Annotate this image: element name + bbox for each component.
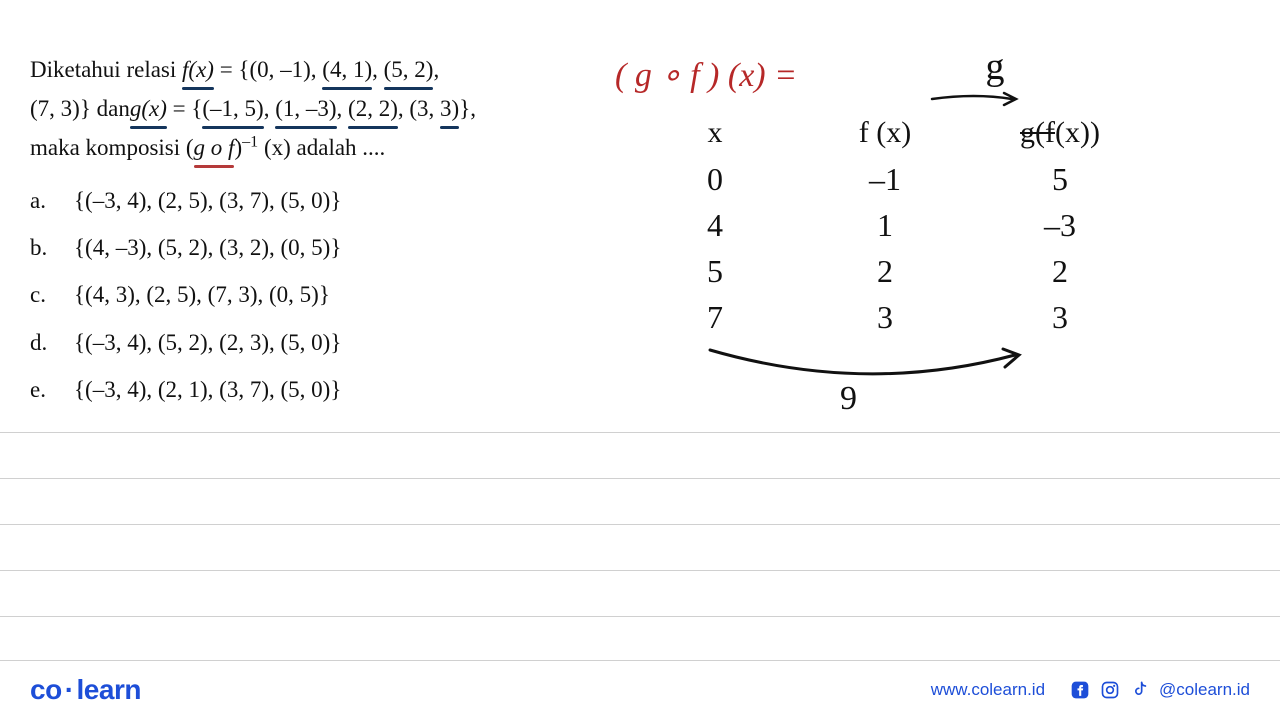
hw-cell: 3: [785, 299, 985, 336]
hw-cell: 3: [985, 299, 1135, 336]
hw-cell: 1: [785, 207, 985, 244]
hw-cell: 2: [785, 253, 985, 290]
hw-g-label: g: [965, 45, 1025, 89]
hw-cell: 4: [645, 207, 785, 244]
q-text: = {(0, –1),: [214, 57, 322, 82]
option-label: d.: [30, 323, 52, 362]
q-text: ,: [372, 57, 384, 82]
q-text: (7, 3)} dan: [30, 89, 130, 128]
hw-header-x: x: [645, 116, 785, 150]
hw-cell: –1: [785, 161, 985, 198]
social-block: @colearn.id: [1069, 679, 1250, 701]
hw-cell: 2: [985, 253, 1135, 290]
hw-table: x f (x) g(f(x)) 0 –1 5 4 1 –3 5 2 2 7 3: [645, 110, 1135, 340]
brand-logo: co·learn: [30, 674, 141, 706]
option-label: c.: [30, 275, 52, 314]
hw-cell: 5: [645, 253, 785, 290]
instagram-icon: [1099, 679, 1121, 701]
handwriting-work: ( g ∘ f ) (x) = g x f (x) g(f(x)) 0 –1 5…: [615, 45, 1265, 445]
q-text: ,: [433, 57, 439, 82]
option-c: c. {(4, 3), (2, 5), (7, 3), (0, 5)}: [30, 275, 610, 314]
footer-handle: @colearn.id: [1159, 680, 1250, 700]
hw-title: ( g ∘ f ) (x) =: [615, 55, 797, 95]
hw-cell: –3: [985, 207, 1135, 244]
option-e: e. {(–3, 4), (2, 1), (3, 7), (5, 0)}: [30, 370, 610, 409]
option-text: {(–3, 4), (5, 2), (2, 3), (5, 0)}: [74, 323, 341, 362]
q-text: ): [234, 135, 242, 160]
inverse-exp: –1: [242, 134, 258, 151]
option-label: e.: [30, 370, 52, 409]
question-stem: Diketahui relasi f(x) = {(0, –1), (4, 1)…: [30, 50, 610, 167]
tiktok-icon: [1129, 679, 1151, 701]
footer-url: www.colearn.id: [931, 680, 1045, 700]
q-text: ,: [337, 96, 349, 121]
q-text: Diketahui relasi: [30, 57, 182, 82]
logo-left: co: [30, 674, 62, 705]
q-text: , (3,: [398, 96, 440, 121]
hw-bottom-label: 9: [840, 380, 857, 418]
logo-right: learn: [77, 674, 141, 705]
pair: (2, 2): [348, 96, 398, 121]
arrow-icon: [930, 89, 1020, 109]
curved-arrow-icon: [705, 345, 1025, 395]
gof-symbol: g o f: [194, 135, 235, 160]
hw-cell: 7: [645, 299, 785, 336]
hw-header-fx: f (x): [785, 116, 985, 150]
pair: (5, 2): [384, 57, 434, 82]
options-list: a. {(–3, 4), (2, 5), (3, 7), (5, 0)} b. …: [30, 181, 610, 408]
option-text: {(4, 3), (2, 5), (7, 3), (0, 5)}: [74, 275, 330, 314]
facebook-icon: [1069, 679, 1091, 701]
q-text: maka komposisi (: [30, 135, 194, 160]
option-label: b.: [30, 228, 52, 267]
pair: (4, 1): [322, 57, 372, 82]
option-label: a.: [30, 181, 52, 220]
option-text: {(–3, 4), (2, 1), (3, 7), (5, 0)}: [74, 370, 341, 409]
fx-symbol: f(x): [182, 57, 214, 82]
option-text: {(4, –3), (5, 2), (3, 2), (0, 5)}: [74, 228, 341, 267]
val: 3): [440, 96, 459, 121]
hw-header-gfx: g(f(x)): [1020, 116, 1100, 149]
q-text: },: [459, 96, 476, 121]
q-text: = {: [167, 96, 203, 121]
option-a: a. {(–3, 4), (2, 5), (3, 7), (5, 0)}: [30, 181, 610, 220]
option-text: {(–3, 4), (2, 5), (3, 7), (5, 0)}: [74, 181, 341, 220]
pair: (–1, 5): [202, 96, 263, 121]
footer: co·learn www.colearn.id @colearn.id: [0, 660, 1280, 720]
q-text: ,: [264, 96, 276, 121]
hw-cell: 0: [645, 161, 785, 198]
pair: (1, –3): [275, 96, 336, 121]
option-d: d. {(–3, 4), (5, 2), (2, 3), (5, 0)}: [30, 323, 610, 362]
question-block: Diketahui relasi f(x) = {(0, –1), (4, 1)…: [30, 50, 610, 417]
gx-symbol: g(x): [130, 96, 167, 121]
q-text: (x) adalah ....: [258, 135, 385, 160]
hw-cell: 5: [985, 161, 1135, 198]
option-b: b. {(4, –3), (5, 2), (3, 2), (0, 5)}: [30, 228, 610, 267]
